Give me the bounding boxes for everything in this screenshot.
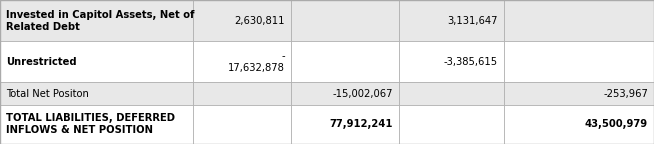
Bar — [193, 105, 291, 144]
Bar — [504, 105, 654, 144]
Bar — [193, 82, 291, 105]
Text: Invested in Capitol Assets, Net of
Related Debt: Invested in Capitol Assets, Net of Relat… — [6, 10, 194, 32]
Text: Total Net Positon: Total Net Positon — [6, 89, 89, 99]
Text: 3,131,647: 3,131,647 — [447, 16, 498, 26]
Bar — [504, 82, 654, 105]
Bar — [399, 82, 504, 105]
Bar — [0, 41, 193, 82]
Bar — [193, 0, 291, 41]
Text: -253,967: -253,967 — [603, 89, 648, 99]
Bar — [291, 105, 399, 144]
Bar — [399, 41, 504, 82]
Text: Unrestricted: Unrestricted — [6, 57, 77, 67]
Text: -3,385,615: -3,385,615 — [443, 57, 498, 67]
Bar — [504, 41, 654, 82]
Bar — [399, 0, 504, 41]
Bar — [0, 0, 193, 41]
Text: 2,630,811: 2,630,811 — [235, 16, 285, 26]
Bar — [399, 105, 504, 144]
Bar — [291, 0, 399, 41]
Bar — [291, 41, 399, 82]
Text: 77,912,241: 77,912,241 — [330, 120, 393, 129]
Bar — [0, 105, 193, 144]
Text: 43,500,979: 43,500,979 — [585, 120, 648, 129]
Text: -
17,632,878: - 17,632,878 — [228, 51, 285, 73]
Bar — [193, 41, 291, 82]
Bar — [0, 82, 193, 105]
Bar — [504, 0, 654, 41]
Text: -15,002,067: -15,002,067 — [332, 89, 393, 99]
Text: TOTAL LIABILITIES, DEFERRED
INFLOWS & NET POSITION: TOTAL LIABILITIES, DEFERRED INFLOWS & NE… — [6, 113, 175, 136]
Bar — [291, 82, 399, 105]
